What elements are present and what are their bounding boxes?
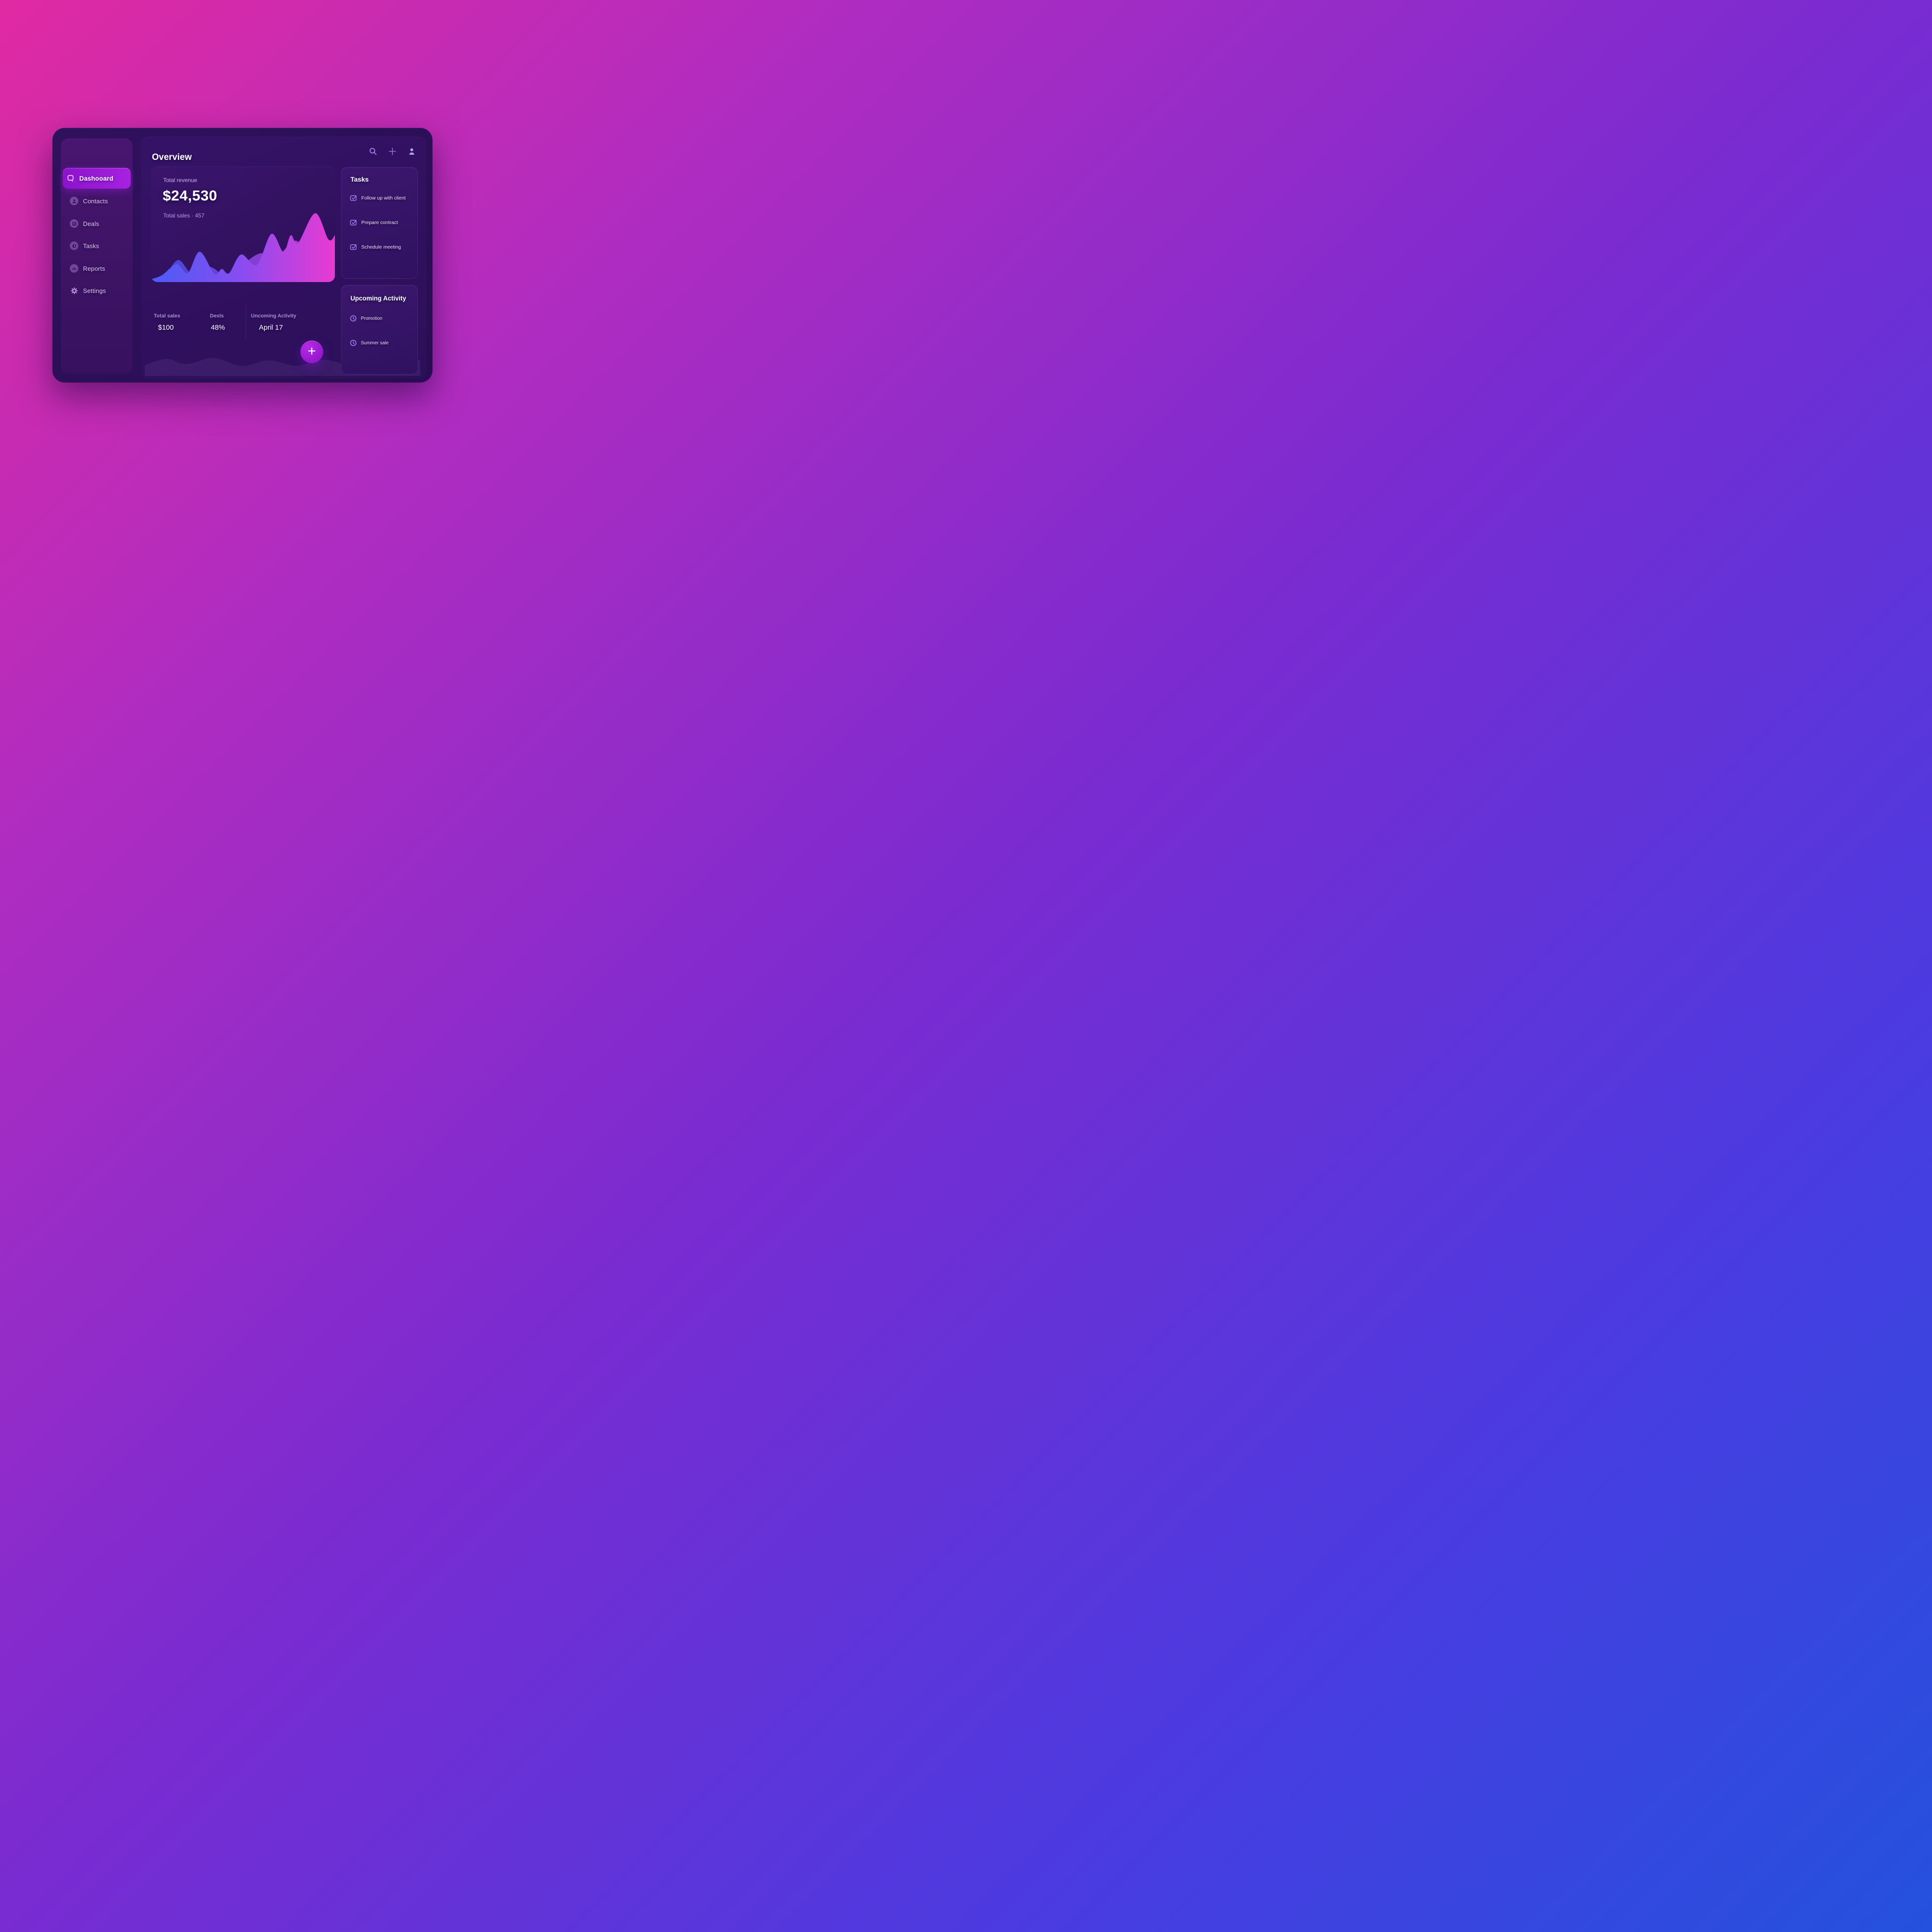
person-icon [70, 197, 78, 205]
header-actions [369, 147, 416, 156]
plus-icon: + [308, 343, 316, 359]
sidebar-item-label: Contacts [83, 197, 108, 205]
sidebar-item-label: Tasks [83, 242, 100, 250]
stat-label: Total sales [154, 313, 181, 319]
stat-label: Desls [210, 313, 224, 319]
activity-item[interactable]: Summer sale [350, 339, 389, 347]
task-label: Follow up with client [361, 195, 406, 201]
user-icon[interactable] [408, 147, 416, 156]
task-label: Schedule meeting [361, 244, 401, 250]
chat-bubble-icon [67, 175, 74, 182]
add-fab-button[interactable]: + [300, 341, 323, 363]
sidebar-item-label: Dashooard [79, 175, 114, 182]
sidebar-item-dashboard[interactable]: Dashooard [63, 168, 131, 189]
tasks-title: Tasks [350, 175, 369, 183]
stat-value: $100 [158, 324, 174, 332]
sidebar-item-label: Reports [83, 265, 105, 272]
sidebar-item-reports[interactable]: Reports [66, 259, 129, 278]
revenue-card: Total revenue $24,530 Total sales · 457 [151, 167, 335, 282]
app-window: Dashooard Contacts Deals Tasks Reports [52, 128, 433, 383]
bar-chart-icon [70, 264, 78, 273]
sidebar-item-label: Settings [83, 287, 106, 294]
revenue-value: $24,530 [163, 187, 217, 204]
stat-label: Uncoming Activity [251, 313, 297, 319]
sidebar-item-tasks[interactable]: Tasks [66, 236, 129, 255]
sidebar-item-settings[interactable]: Settings [66, 281, 129, 300]
main-panel: Overview Total revenue $24,530 Total sal… [141, 137, 426, 379]
gear-icon [70, 287, 78, 294]
stat-value: 48% [211, 324, 225, 332]
revenue-title: Total revenue [163, 177, 198, 183]
upcoming-activity-title: Upcoming Activity [350, 295, 407, 302]
activity-label: Summer sale [361, 340, 389, 346]
checkbox-icon[interactable] [350, 194, 358, 202]
revenue-subtitle: Total sales · 457 [163, 212, 205, 219]
clock-icon [70, 242, 78, 250]
sidebar: Dashooard Contacts Deals Tasks Reports [61, 139, 133, 374]
sidebar-item-contacts[interactable]: Contacts [66, 192, 129, 210]
task-label: Prepare contract [361, 219, 398, 225]
task-item[interactable]: Follow up with client [350, 194, 406, 202]
deal-icon [70, 219, 78, 228]
checkbox-icon[interactable] [350, 243, 358, 251]
upcoming-activity-card: Upcoming Activity Promotion Summer sale [341, 285, 418, 375]
revenue-area-chart [151, 213, 335, 282]
task-item[interactable]: Prepare contract [350, 218, 398, 226]
sidebar-item-deals[interactable]: Deals [66, 214, 129, 233]
stat-value: April 17 [259, 324, 283, 332]
task-item[interactable]: Schedule meeting [350, 243, 401, 251]
activity-label: Promotion [361, 316, 383, 321]
search-icon[interactable] [369, 147, 377, 156]
clock-icon [350, 315, 357, 322]
page-title: Overview [152, 152, 192, 162]
activity-item[interactable]: Promotion [350, 315, 383, 322]
sidebar-item-label: Deals [83, 220, 100, 227]
checkbox-icon[interactable] [350, 218, 358, 226]
clock-icon [350, 340, 357, 346]
tasks-card: Tasks Follow up with client Prepare cont… [341, 167, 418, 279]
add-icon[interactable] [388, 147, 397, 156]
